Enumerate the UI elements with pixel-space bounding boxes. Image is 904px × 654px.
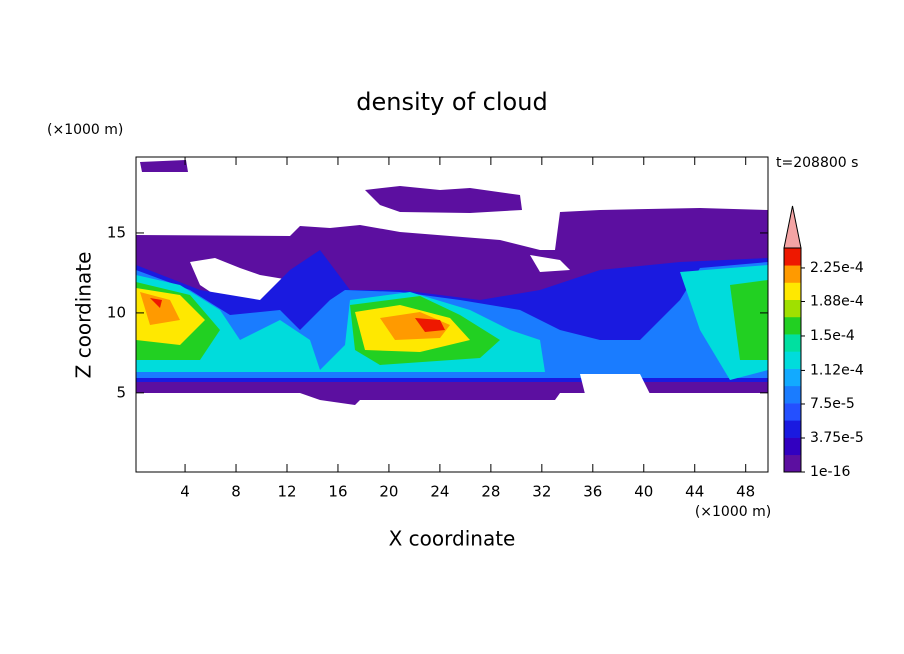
x-tick-label: 8 [231, 483, 241, 501]
colorbar-band [784, 368, 801, 387]
contour-field [136, 160, 768, 405]
colorbar-band [784, 265, 801, 283]
contour-region [730, 280, 768, 360]
contour-gap [580, 374, 650, 394]
x-tick-label: 24 [430, 483, 449, 501]
colorbar-band [784, 351, 801, 369]
x-tick-label: 4 [180, 483, 190, 501]
x-tick-label: 40 [634, 483, 653, 501]
contour-region [380, 312, 450, 340]
y-unit: (×1000 m) [47, 122, 123, 138]
x-tick-label: 12 [277, 483, 296, 501]
colorbar-band [784, 316, 801, 335]
colorbar-band [784, 334, 801, 352]
contour-gap [530, 255, 570, 272]
colorbar-band [784, 248, 801, 266]
x-tick-label: 48 [736, 483, 755, 501]
x-tick-label: 44 [685, 483, 704, 501]
colorbar-tick-label: 1.12e-4 [810, 362, 864, 378]
contour-region [415, 318, 445, 332]
chart-title: density of cloud [356, 88, 547, 116]
colorbar-band [784, 282, 801, 300]
colorbar-band [784, 454, 801, 473]
x-tick-label: 16 [328, 483, 347, 501]
colorbar-band [784, 299, 801, 318]
colorbar-tick-label: 1.88e-4 [810, 294, 864, 310]
y-axis-label: Z coordinate [72, 252, 96, 379]
contour-region [140, 292, 180, 325]
colorbar-tick-label: 7.5e-5 [810, 396, 855, 412]
colorbar-tick-label: 3.75e-5 [810, 430, 864, 446]
colorbar-band [784, 403, 801, 421]
contour-region [150, 298, 162, 308]
x-axis-label: X coordinate [389, 527, 516, 551]
y-tick-label: 5 [116, 383, 126, 401]
x-tick-label: 32 [532, 483, 551, 501]
x-unit: (×1000 m) [695, 504, 771, 520]
colorbar-band [784, 385, 801, 404]
plot-frame [135, 156, 769, 473]
x-tick-label: 28 [481, 483, 500, 501]
colorbar-tick-label: 1e-16 [810, 464, 850, 480]
contour-region [140, 160, 188, 172]
contour-region [365, 186, 522, 213]
colorbar-tick-label: 2.25e-4 [810, 260, 864, 276]
y-tick-label: 10 [107, 303, 126, 321]
colorbar-band [784, 437, 801, 456]
colorbar-tick-label: 1.5e-4 [810, 328, 855, 344]
x-tick-label: 36 [583, 483, 602, 501]
time-label: t=208800 s [776, 155, 858, 171]
colorbar-frame [783, 247, 802, 473]
y-tick-label: 15 [107, 223, 126, 241]
colorbar-band [784, 420, 801, 438]
x-tick-label: 20 [379, 483, 398, 501]
colorbar-extension [783, 205, 802, 249]
